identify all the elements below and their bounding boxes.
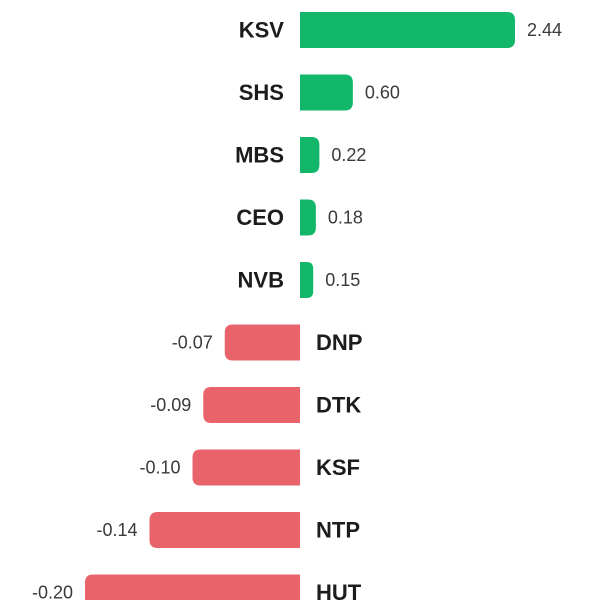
bar-ntp: [149, 512, 300, 548]
bar-ceo: [300, 199, 316, 236]
category-label-dnp: DNP: [316, 330, 362, 355]
value-label-ksf: -0.10: [139, 458, 180, 478]
category-label-shs: SHS: [239, 80, 284, 105]
bar-ksf: [192, 449, 300, 486]
bar-hut: [85, 574, 300, 600]
bar-shs: [300, 74, 353, 111]
bar-dtk: [203, 387, 300, 423]
value-label-ntp: -0.14: [96, 520, 137, 540]
category-label-nvb: NVB: [238, 268, 284, 293]
value-label-shs: 0.60: [365, 83, 400, 103]
category-label-dtk: DTK: [316, 393, 361, 418]
category-label-ksf: KSF: [316, 455, 360, 480]
value-label-ceo: 0.18: [328, 208, 363, 228]
bar-mbs: [300, 137, 320, 173]
bar-ksv: [300, 12, 515, 48]
value-label-dtk: -0.09: [150, 395, 191, 415]
category-label-ksv: KSV: [239, 18, 285, 43]
category-label-mbs: MBS: [235, 143, 284, 168]
value-label-mbs: 0.22: [331, 145, 366, 165]
value-label-dnp: -0.07: [172, 333, 213, 353]
value-label-hut: -0.20: [32, 583, 73, 600]
category-label-ceo: CEO: [236, 205, 284, 230]
bar-dnp: [224, 324, 300, 361]
category-label-ntp: NTP: [316, 518, 360, 543]
category-label-hut: HUT: [316, 580, 362, 600]
value-label-nvb: 0.15: [325, 270, 360, 290]
value-label-ksv: 2.44: [527, 20, 562, 40]
bar-nvb: [300, 262, 314, 298]
